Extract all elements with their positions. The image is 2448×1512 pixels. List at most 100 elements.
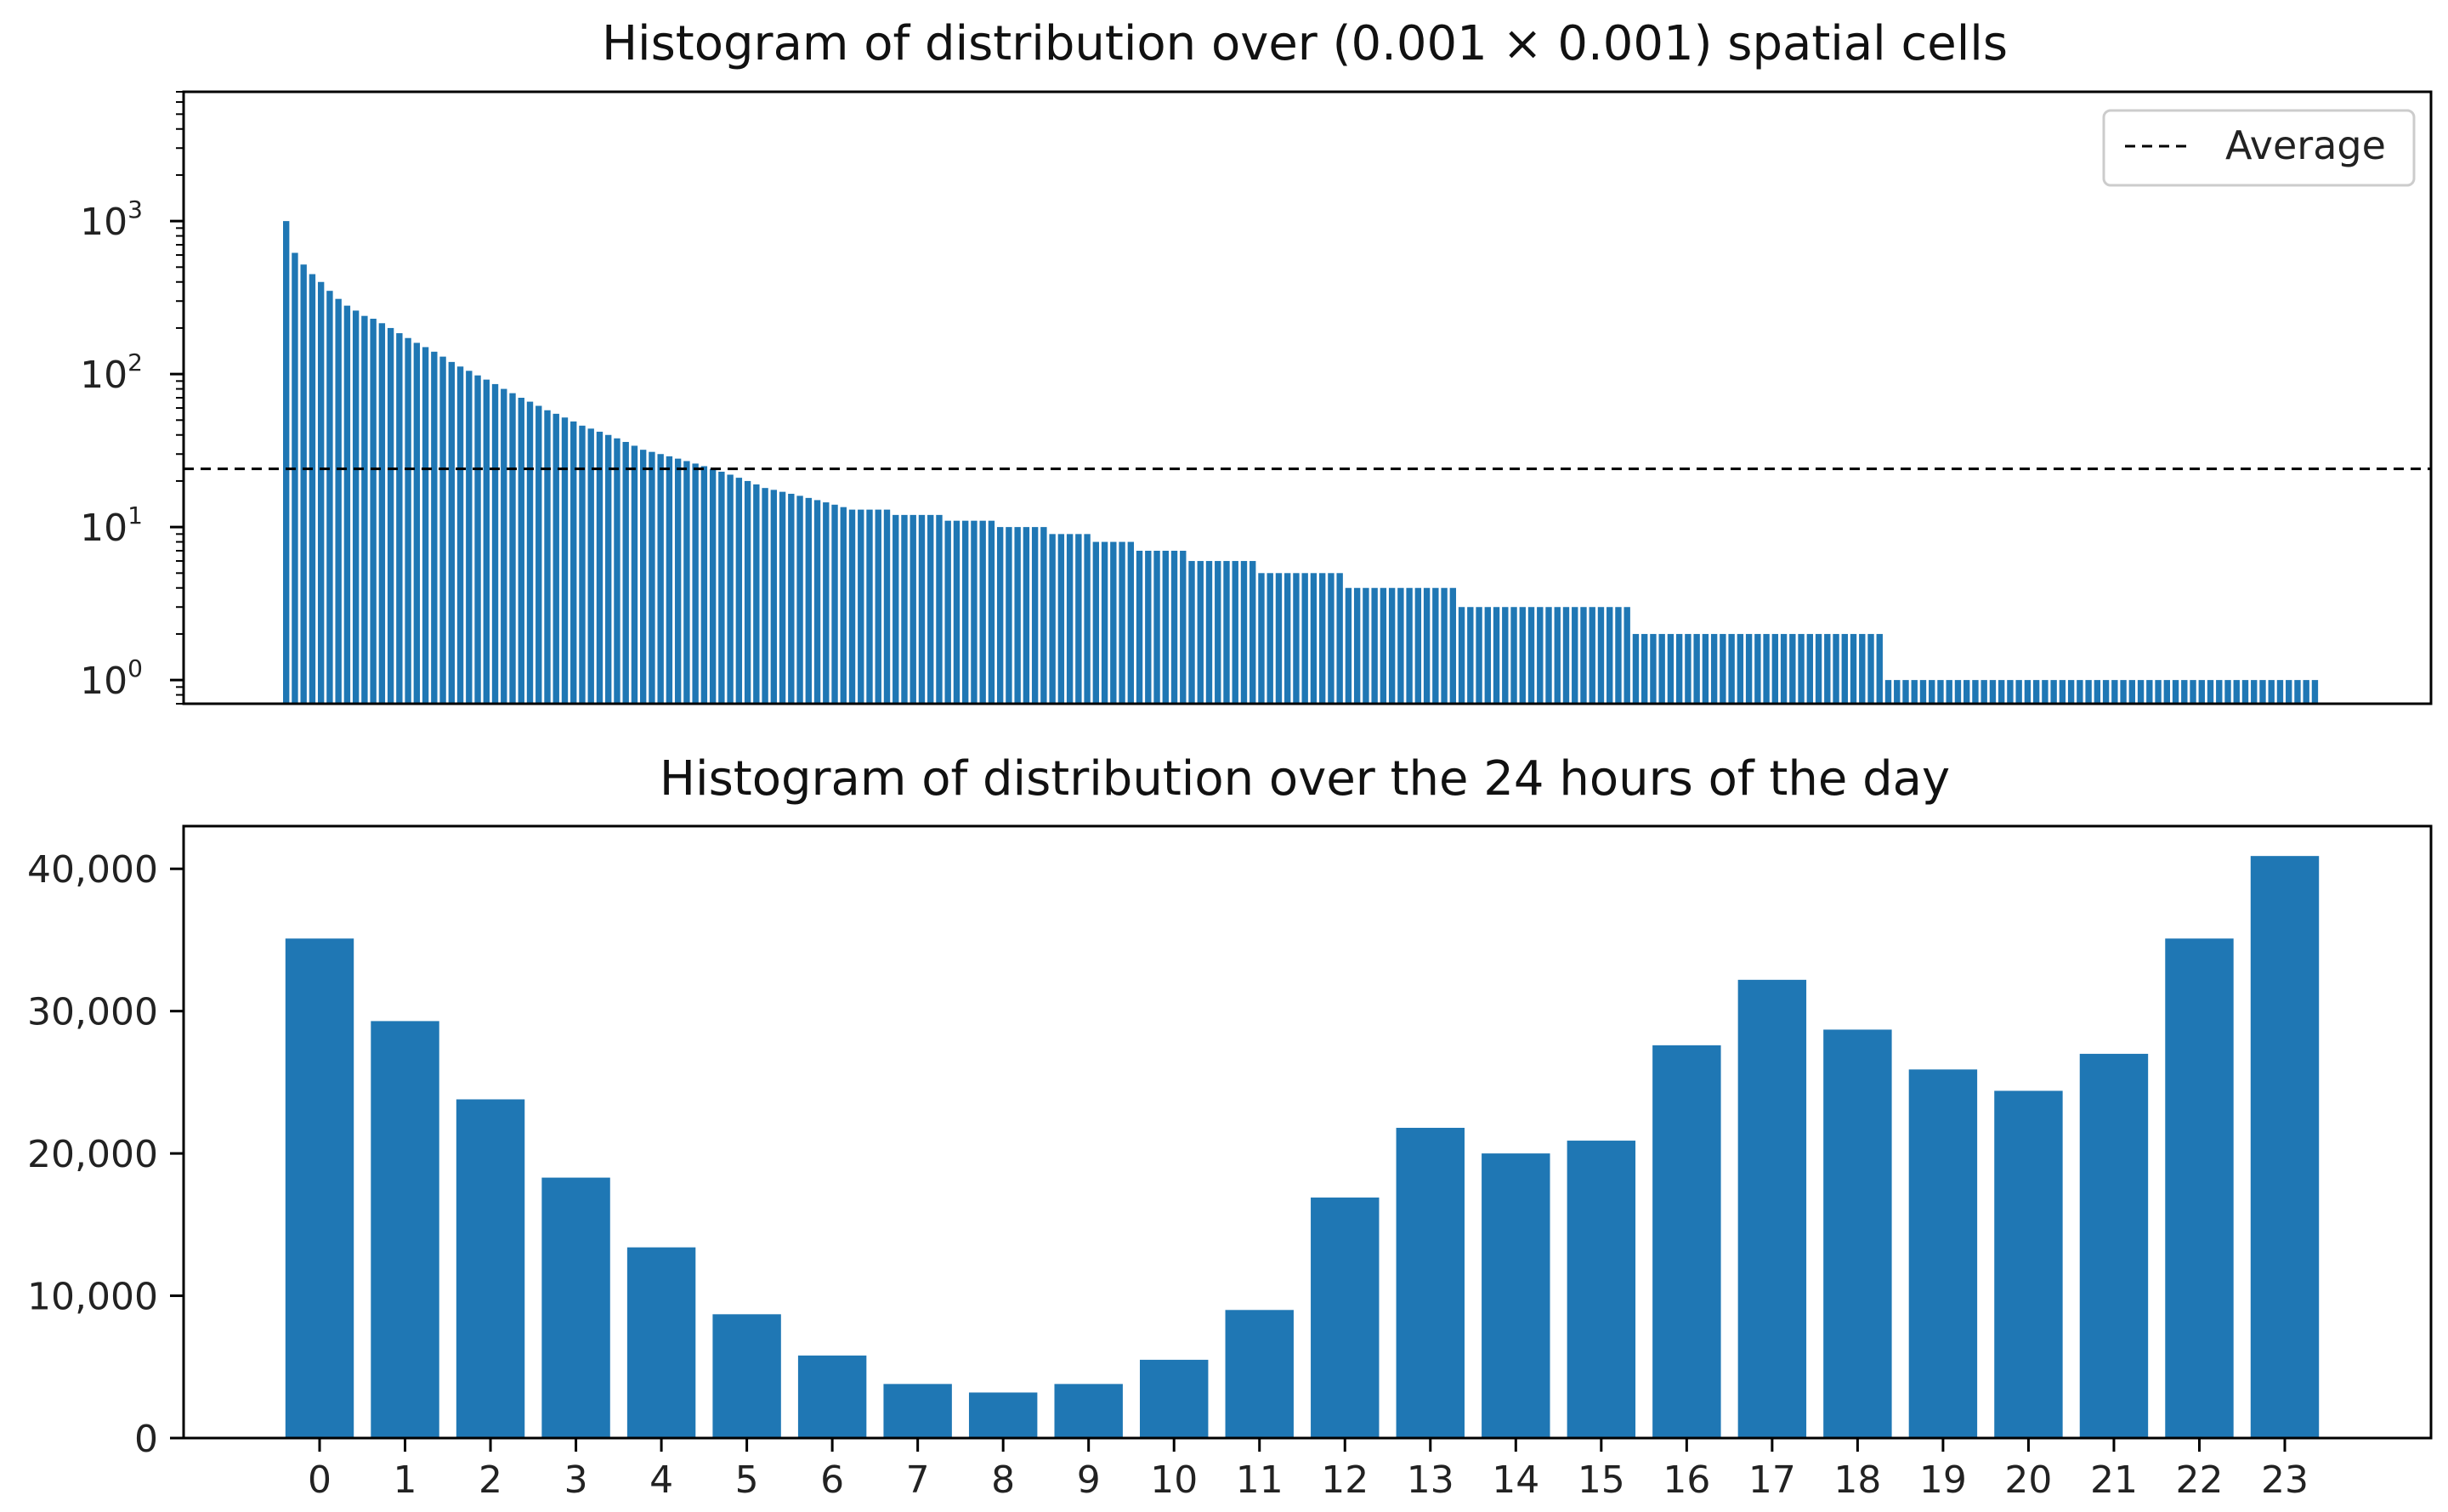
spatial-bar xyxy=(1014,527,1021,704)
hour-bar-23 xyxy=(2250,856,2320,1438)
spatial-bar xyxy=(2251,680,2258,704)
spatial-bar xyxy=(1624,607,1630,704)
spatial-bar xyxy=(483,379,490,704)
spatial-bar xyxy=(2059,680,2066,704)
spatial-bar xyxy=(753,484,760,704)
spatial-bar xyxy=(1693,633,1700,704)
spatial-bar xyxy=(2120,680,2127,704)
spatial-bar xyxy=(1467,607,1474,704)
spatial-bar xyxy=(649,451,655,704)
x-tick-label: 1 xyxy=(394,1458,417,1502)
spatial-bar xyxy=(1119,541,1125,704)
x-tick-label: 3 xyxy=(564,1458,588,1502)
spatial-bar xyxy=(1859,633,1866,704)
spatial-bar xyxy=(2032,680,2040,704)
y-tick-label: 101 xyxy=(80,501,143,550)
spatial-bar xyxy=(2207,680,2214,704)
spatial-bar xyxy=(2172,680,2179,704)
y-tick-label: 30,000 xyxy=(27,991,158,1034)
hour-bar-4 xyxy=(626,1247,696,1438)
spatial-bar xyxy=(657,454,664,704)
spatial-bar xyxy=(1606,607,1613,704)
spatial-bar xyxy=(587,428,594,704)
spatial-bar xyxy=(2286,680,2292,704)
spatial-bar xyxy=(1318,573,1326,704)
spatial-bar xyxy=(1763,633,1770,704)
spatial-bar xyxy=(1449,587,1457,704)
spatial-bar xyxy=(2303,680,2309,704)
spatial-bar xyxy=(1658,633,1665,704)
spatial-bar xyxy=(283,221,290,704)
spatial-bar xyxy=(779,491,786,704)
spatial-bar xyxy=(2137,680,2145,704)
spatial-bar xyxy=(1519,607,1526,704)
spatial-bar xyxy=(552,413,559,704)
hour-bar-21 xyxy=(2079,1053,2149,1438)
spatial-bar xyxy=(1371,587,1378,704)
x-tick-label: 19 xyxy=(1919,1458,1967,1502)
hour-bar-2 xyxy=(456,1099,525,1438)
spatial-bar xyxy=(1250,561,1256,704)
hourly-histogram-y-axis: 0 10,000 20,000 30,000 40,000 xyxy=(27,848,184,1461)
spatial-bar xyxy=(2128,680,2136,704)
x-tick-label: 22 xyxy=(2175,1458,2223,1502)
spatial-bar xyxy=(813,500,821,704)
legend-average-label: Average xyxy=(2225,122,2386,168)
spatial-bar xyxy=(823,502,830,704)
spatial-bar xyxy=(1824,633,1831,704)
spatial-bar xyxy=(1092,541,1100,704)
spatial-bar xyxy=(1806,633,1814,704)
x-tick-label: 15 xyxy=(1578,1458,1625,1502)
y-tick-label: 103 xyxy=(80,195,143,244)
hour-bar-16 xyxy=(1652,1045,1721,1438)
spatial-bar xyxy=(2268,680,2275,704)
spatial-bar xyxy=(1336,573,1343,704)
spatial-bar xyxy=(1972,680,1979,704)
spatial-bar xyxy=(883,509,891,704)
spatial-bar xyxy=(788,493,795,704)
spatial-bar xyxy=(1432,587,1439,704)
spatial-bar xyxy=(1780,633,1788,704)
spatial-bar xyxy=(2259,680,2266,704)
legend-box xyxy=(2102,109,2416,187)
hour-bar-11 xyxy=(1225,1310,1294,1438)
spatial-bar xyxy=(422,347,429,704)
spatial-bar xyxy=(944,520,951,704)
spatial-bar xyxy=(1841,633,1848,704)
spatial-bar xyxy=(466,371,473,704)
spatial-bar xyxy=(709,468,717,704)
spatial-bar xyxy=(666,456,673,704)
spatial-bar xyxy=(1597,607,1605,704)
hour-bar-10 xyxy=(1140,1359,1209,1438)
hour-bar-6 xyxy=(797,1355,867,1438)
spatial-bar xyxy=(536,405,542,704)
spatial-bar xyxy=(1301,573,1308,704)
spatial-bar xyxy=(405,337,411,704)
legend: Average xyxy=(2102,109,2416,187)
x-tick-label: 6 xyxy=(820,1458,844,1502)
hourly-histogram-chart: Histogram of distribution over the 24 ho… xyxy=(27,751,2433,1502)
x-tick-label: 0 xyxy=(308,1458,332,1502)
y-tick-label: 40,000 xyxy=(27,848,158,892)
spatial-bar xyxy=(1293,573,1300,704)
spatial-bar xyxy=(1153,551,1160,704)
spatial-bar xyxy=(2085,680,2092,704)
y-tick-label: 10,000 xyxy=(27,1276,158,1319)
spatial-bar xyxy=(2050,680,2057,704)
spatial-bar xyxy=(1902,680,1909,704)
hour-bar-15 xyxy=(1567,1141,1636,1438)
spatial-bar xyxy=(1510,607,1517,704)
spatial-bar xyxy=(1771,633,1779,704)
spatial-bar xyxy=(292,252,298,704)
spatial-bar xyxy=(1205,561,1213,704)
y-tick-label: 20,000 xyxy=(27,1133,158,1176)
x-tick-label: 5 xyxy=(735,1458,759,1502)
spatial-bar xyxy=(1737,633,1744,704)
spatial-bar xyxy=(596,431,604,704)
hour-bar-8 xyxy=(968,1392,1038,1438)
spatial-bar xyxy=(1484,607,1491,704)
spatial-bar xyxy=(1502,607,1509,704)
spatial-bar xyxy=(2007,680,2014,704)
spatial-bar xyxy=(1537,607,1544,704)
spatial-bar xyxy=(491,383,499,704)
